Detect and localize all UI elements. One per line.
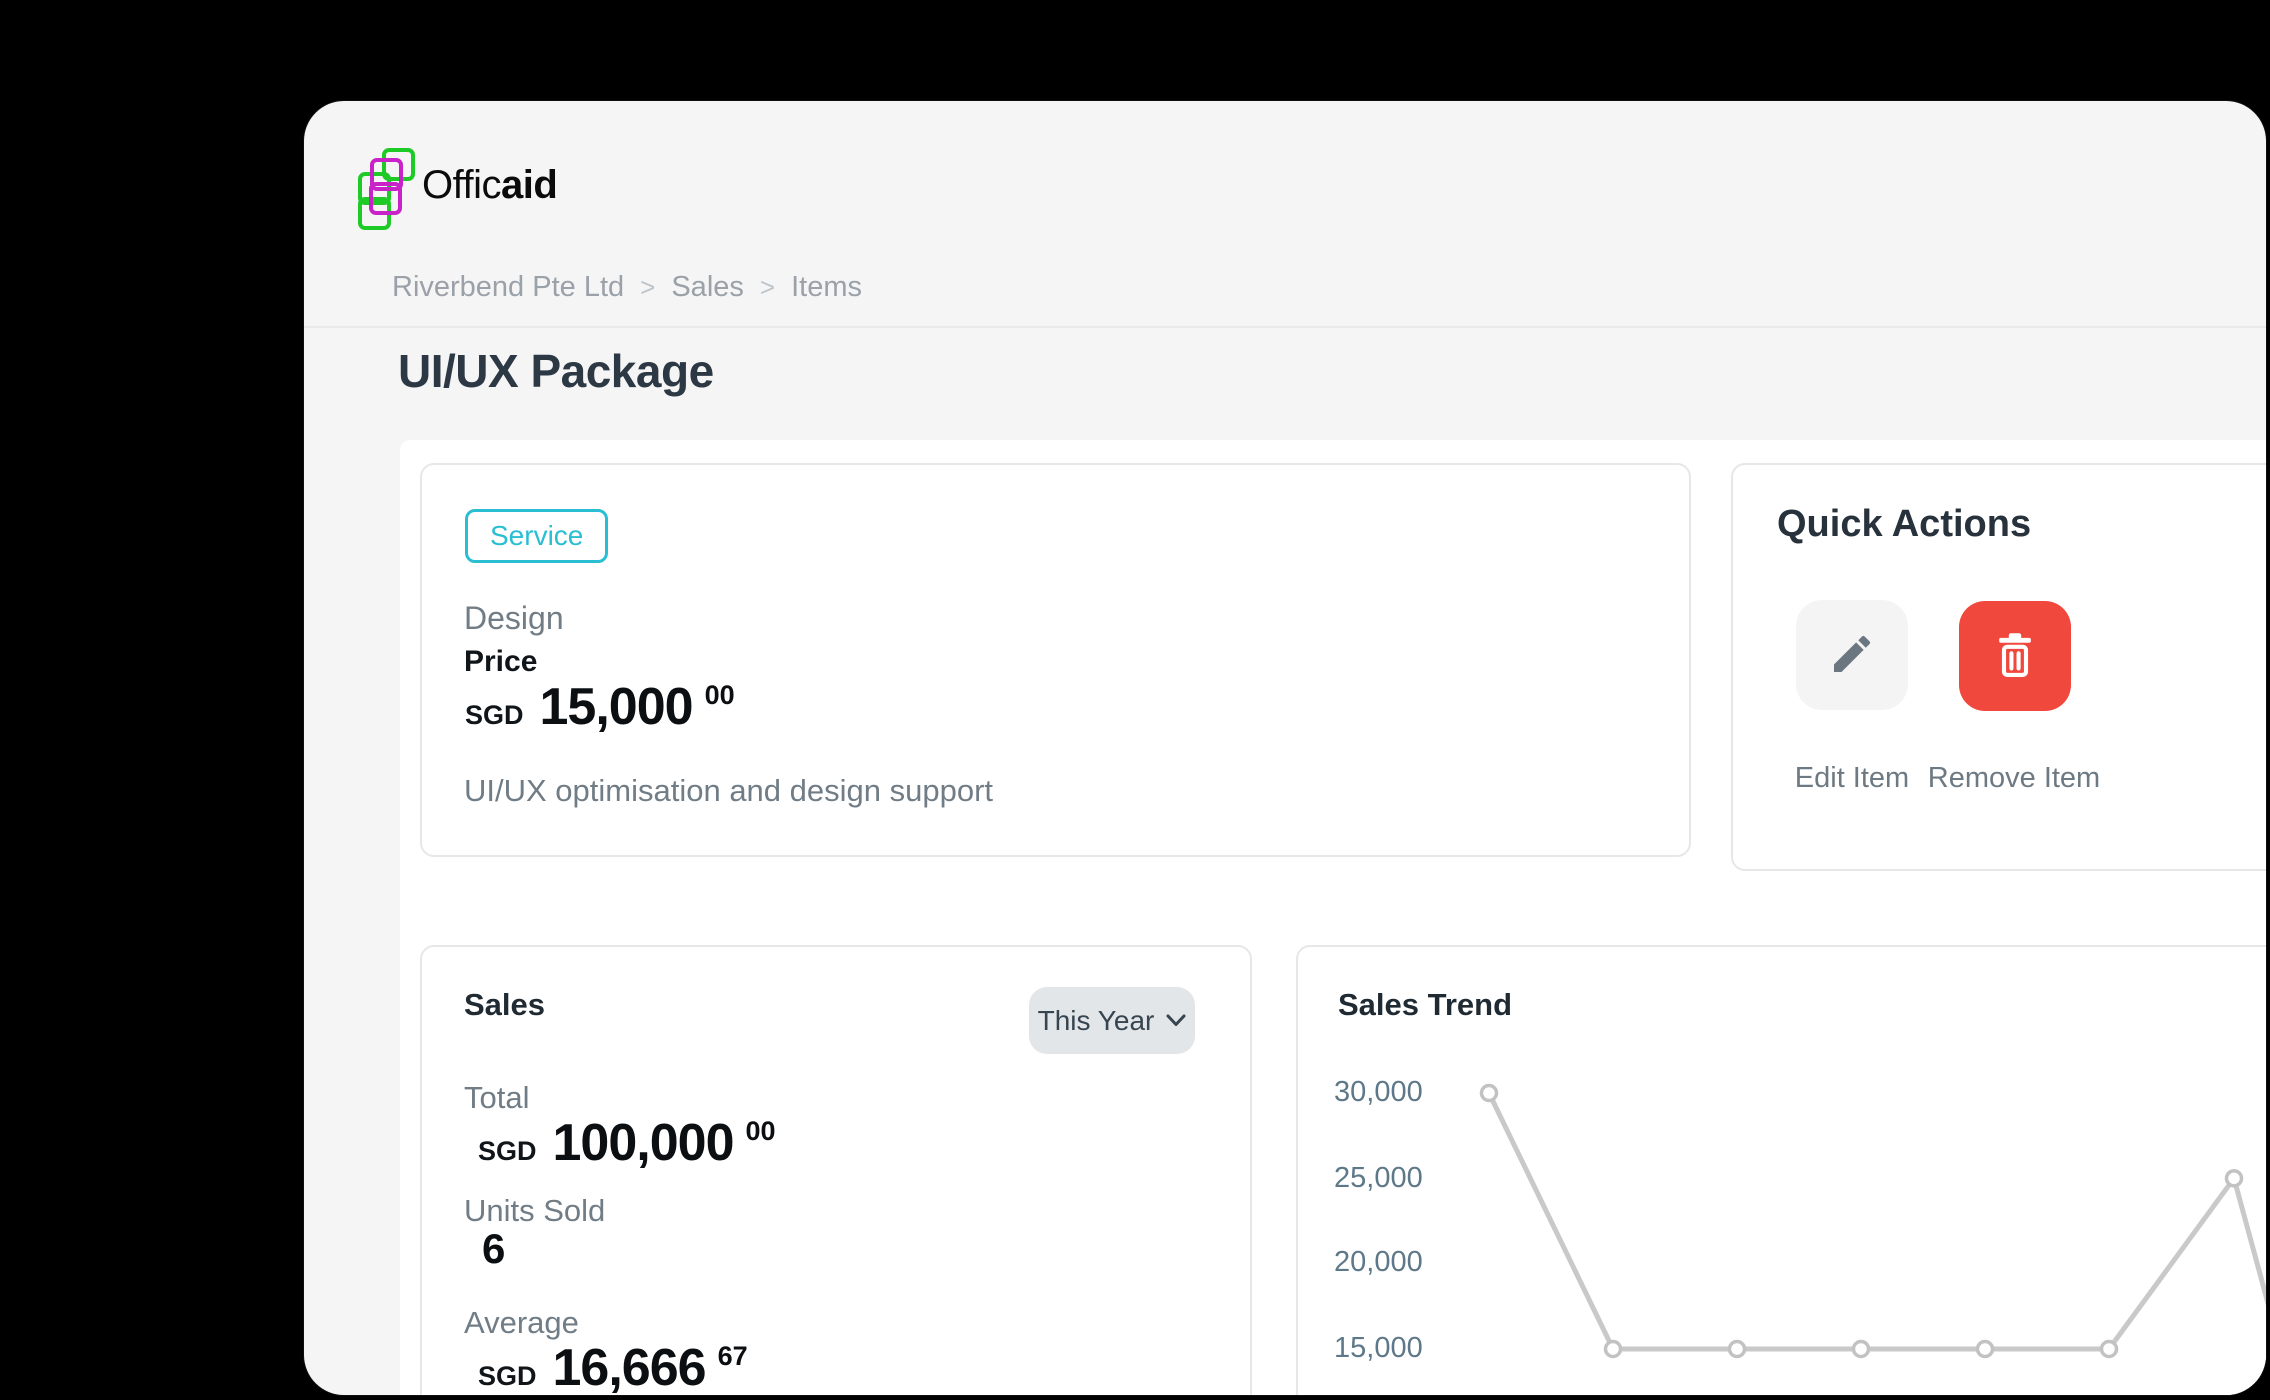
breadcrumb: Riverbend Pte Ltd > Sales > Items [392, 271, 862, 304]
edit-item-button[interactable] [1796, 600, 1908, 710]
breadcrumb-items[interactable]: Items [791, 271, 862, 303]
units-sold-label: Units Sold [464, 1193, 606, 1228]
y-axis-tick: 30,000 [1334, 1076, 1423, 1108]
y-axis-tick: 20,000 [1334, 1246, 1423, 1278]
item-price: SGD 15,000 00 [465, 677, 735, 737]
chevron-right-separator: > [759, 272, 776, 302]
sales-trend-card: Sales Trend 30,000 25,000 20,000 15,000 [1296, 945, 2266, 1395]
average-amount: 16,666 [552, 1339, 707, 1395]
data-point-marker [1727, 1339, 1747, 1359]
data-point-marker [2224, 1169, 2244, 1188]
chevron-right-separator: > [640, 272, 656, 302]
brand-name-bold: aid [501, 162, 558, 207]
total-value: SGD 100,000 00 [478, 1113, 776, 1173]
price-label: Price [464, 645, 538, 678]
data-point-marker [1975, 1339, 1995, 1359]
total-cents: 00 [745, 1116, 776, 1146]
breadcrumb-company[interactable]: Riverbend Pte Ltd [392, 271, 625, 303]
item-detail-card: Service Design Price SGD 15,000 00 UI/UX… [420, 463, 1691, 857]
price-cents: 00 [704, 680, 735, 710]
period-dropdown[interactable]: This Year [1029, 987, 1195, 1054]
remove-item-button[interactable] [1959, 601, 2071, 711]
data-point-marker [2099, 1339, 2119, 1359]
item-description: UI/UX optimisation and design support [464, 773, 994, 808]
chevron-down-icon [1166, 1014, 1186, 1027]
page-title: UI/UX Package [398, 345, 714, 397]
average-label: Average [464, 1305, 579, 1340]
app-logo: Officaid [356, 146, 558, 230]
average-cents: 67 [717, 1341, 748, 1371]
sales-trend-title: Sales Trend [1338, 987, 1513, 1022]
average-currency: SGD [478, 1361, 537, 1391]
officaid-logo-icon [356, 146, 415, 230]
period-dropdown-value: This Year [1037, 1004, 1155, 1036]
y-axis-tick: 25,000 [1334, 1162, 1423, 1194]
total-label: Total [464, 1080, 530, 1115]
edit-item-label: Edit Item [1794, 762, 1910, 794]
quick-actions-title: Quick Actions [1777, 503, 2032, 545]
data-point-marker [1603, 1339, 1623, 1359]
total-amount: 100,000 [552, 1114, 735, 1172]
price-amount: 15,000 [539, 678, 694, 736]
breadcrumb-sales[interactable]: Sales [671, 271, 744, 303]
remove-item-label: Remove Item [1927, 762, 2101, 794]
brand-name-regular: Offic [422, 162, 502, 207]
item-type-badge: Service [465, 509, 609, 563]
data-point-marker [1479, 1083, 1499, 1103]
trash-icon [1993, 630, 2037, 683]
item-category: Design [464, 600, 564, 636]
price-currency: SGD [465, 700, 524, 730]
average-value: SGD 16,666 67 [478, 1338, 748, 1395]
pencil-icon [1828, 630, 1876, 681]
header-divider [304, 326, 2266, 328]
quick-actions-card: Quick Actions Edit Item Remove Item [1731, 463, 2266, 871]
y-axis-tick: 15,000 [1334, 1332, 1423, 1364]
sales-card: Sales This Year Total SGD 100,000 00 Uni… [420, 945, 1252, 1395]
brand-name: Officaid [422, 162, 558, 208]
app-window: Officaid Riverbend Pte Ltd > Sales > Ite… [304, 101, 2266, 1395]
total-currency: SGD [478, 1136, 537, 1166]
data-point-marker [1851, 1339, 1871, 1359]
sales-card-title: Sales [464, 987, 546, 1022]
sales-trend-line-chart [1479, 1083, 2266, 1359]
units-sold-value: 6 [482, 1225, 506, 1272]
